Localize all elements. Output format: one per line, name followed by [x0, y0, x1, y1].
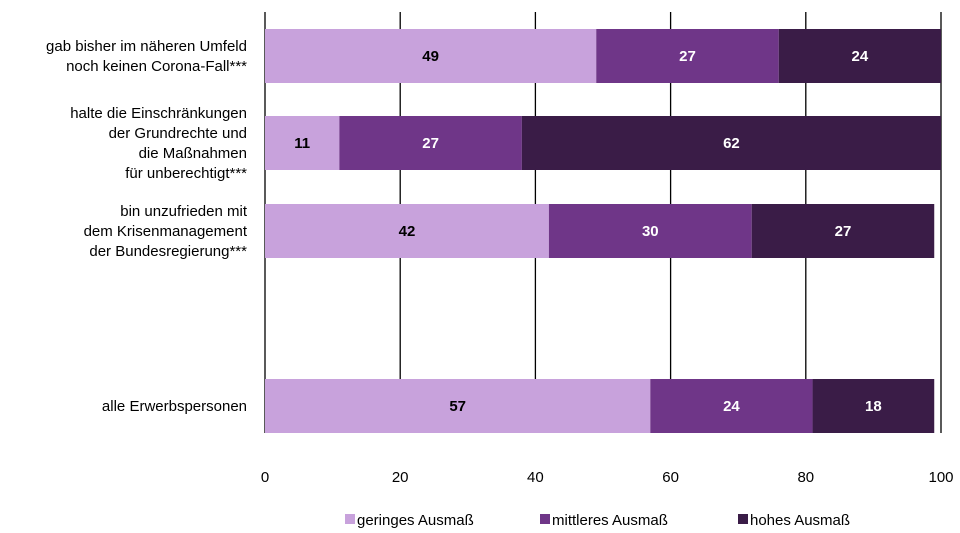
bar-segment: [265, 379, 651, 433]
category-label-line: halte die Einschränkungen: [70, 105, 247, 122]
category-label-line: die Maßnahmen: [139, 145, 247, 162]
legend: geringes Ausmaß mittleres Ausmaß hohes Aus…: [345, 512, 850, 529]
bar-segment: [265, 204, 549, 258]
x-tick-label: 20: [392, 469, 409, 486]
legend-label: geringes Ausmaß: [357, 512, 474, 529]
bar-segment: [778, 29, 941, 83]
bar-value-label: 30: [642, 223, 659, 240]
bar-segment: [650, 379, 813, 433]
category-label-line: für unberechtigt***: [125, 165, 247, 182]
category-label: halte die Einschränkungen der Grundrechte…: [70, 105, 247, 182]
x-tick-label: 100: [928, 469, 953, 486]
category-label: bin unzufrieden mit dem Krisenmanagement d…: [84, 203, 248, 260]
category-label-line: bin unzufrieden mit: [120, 203, 248, 220]
category-label-line: der Bundesregierung***: [89, 243, 247, 260]
x-tick-label: 60: [662, 469, 679, 486]
legend-label: hohes Ausmaß: [750, 512, 850, 529]
bar-value-label: 18: [865, 398, 882, 415]
category-label: alle Erwerbspersonen: [102, 398, 247, 415]
category-label-line: der Grundrechte und: [109, 125, 247, 142]
bar-value-label: 27: [422, 135, 439, 152]
category-label-line: dem Krisenmanagement: [84, 223, 248, 240]
legend-swatch: [540, 514, 550, 524]
bar-value-label: 49: [422, 48, 439, 65]
bar-segment: [751, 204, 935, 258]
bar-value-label: 24: [852, 48, 869, 65]
bar-segment: [812, 379, 935, 433]
legend-swatch: [345, 514, 355, 524]
x-tick-label: 0: [261, 469, 269, 486]
bar-value-label: 27: [679, 48, 696, 65]
bar-segment: [521, 116, 941, 170]
bar-segment: [265, 116, 340, 170]
category-label: gab bisher im näheren Umfeld noch keinen …: [46, 38, 247, 75]
category-labels: gab bisher im näheren Umfeld noch keinen …: [46, 38, 248, 415]
bar-segment: [265, 29, 597, 83]
bars: 49 27 24 11 27 62 42 30 27 57 24 18: [265, 29, 941, 433]
category-label-line: noch keinen Corona-Fall***: [66, 58, 247, 75]
x-tick-label: 40: [527, 469, 544, 486]
legend-swatch: [738, 514, 748, 524]
bar-segment: [339, 116, 522, 170]
x-tick-label: 80: [797, 469, 814, 486]
category-label-line: alle Erwerbspersonen: [102, 398, 247, 415]
bar-segment: [596, 29, 779, 83]
bar-value-label: 24: [723, 398, 740, 415]
bar-segment: [548, 204, 752, 258]
bar-value-label: 57: [449, 398, 466, 415]
category-label-line: gab bisher im näheren Umfeld: [46, 38, 247, 55]
legend-label: mittleres Ausmaß: [552, 512, 668, 529]
bar-value-label: 42: [399, 223, 416, 240]
bar-value-label: 27: [835, 223, 852, 240]
bar-value-label: 62: [723, 135, 740, 152]
bar-value-label: 11: [294, 135, 310, 152]
x-axis-ticks: 0 20 40 60 80 100: [261, 469, 954, 486]
